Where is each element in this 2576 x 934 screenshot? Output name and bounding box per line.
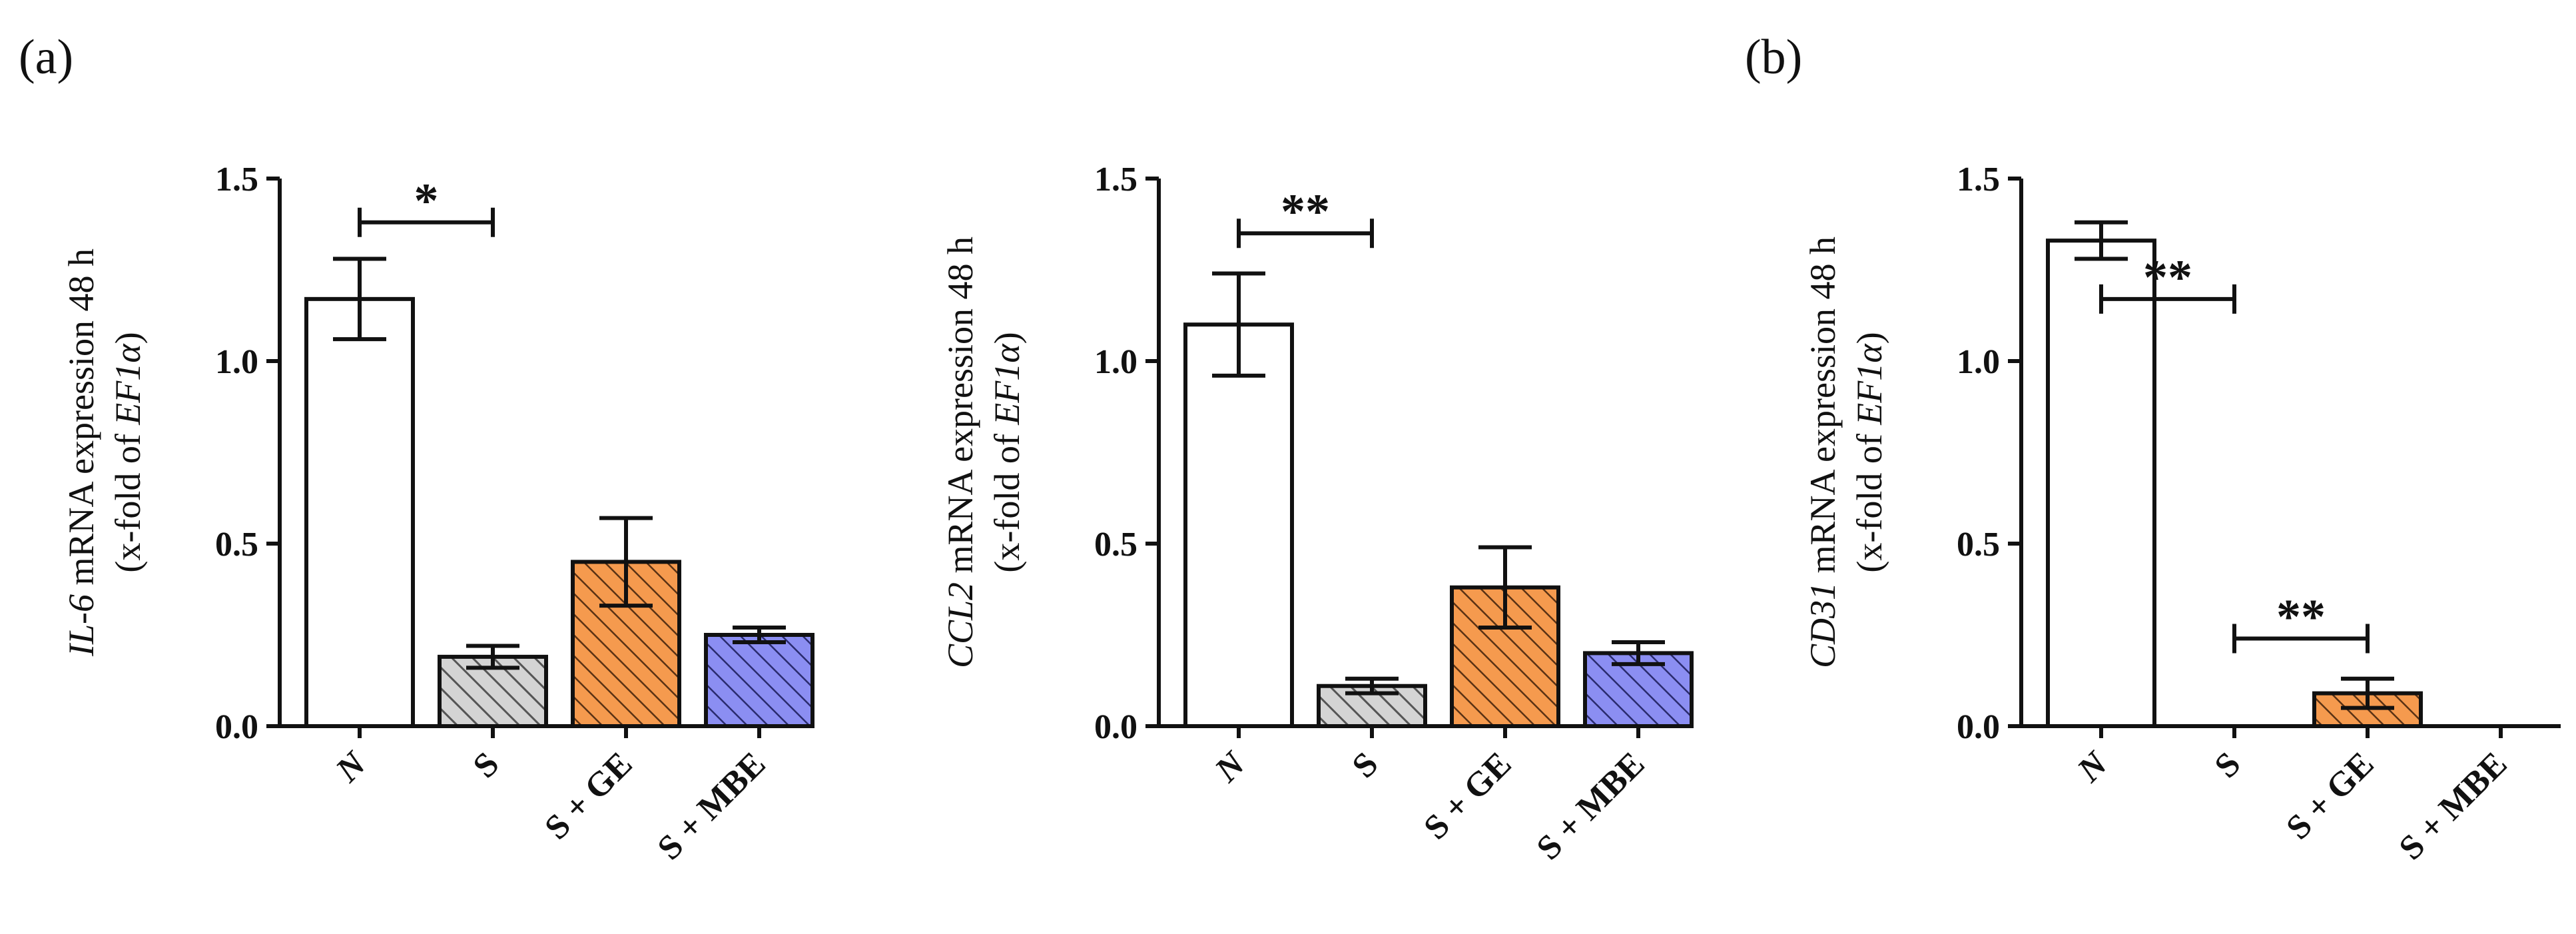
y-tick-label: 1.0: [215, 343, 258, 381]
chart-il6: 0.0 0.5 1.0 1.5 N S S + GE S + MBE * IL-6 mRNA ex…: [61, 161, 814, 867]
x-category-label: S + MBE: [651, 745, 773, 867]
y-axis-label-gene: CD31: [1803, 582, 1843, 668]
y-axis-label-gene: CCL2: [940, 582, 980, 668]
y-tick-label: 1.0: [1094, 343, 1137, 381]
y-tick-label: 1.0: [1957, 343, 2000, 381]
y-axis-label-line1: IL-6 mRNA expression 48 h: [61, 248, 101, 657]
y-axis-label-line1: CCL2 mRNA expression 48 h: [940, 236, 980, 668]
significance-label: *: [414, 174, 439, 229]
x-category-label: N: [328, 743, 374, 789]
x-category-label: S: [1345, 745, 1386, 785]
x-category-label: N: [1207, 743, 1253, 789]
x-category-label: S + MBE: [2392, 745, 2515, 867]
bar: [304, 296, 415, 728]
significance-label: **: [2143, 250, 2192, 305]
y-axis-label-prefix: (x-fold of: [108, 425, 148, 573]
x-category-label: S: [2208, 745, 2248, 785]
chart-ccl2: 0.0 0.5 1.0 1.5 N S S + GE S + MBE ** CCL2 mRNA e…: [940, 161, 1694, 867]
panel-label-a: (a): [19, 30, 73, 85]
x-category-label: S: [466, 745, 507, 785]
y-axis-label-text: mRNA expression 48 h: [1803, 236, 1843, 582]
y-tick-label: 0.5: [1957, 526, 2000, 564]
x-category-label: N: [2070, 743, 2116, 789]
y-tick-label: 1.5: [1957, 161, 2000, 199]
x-category-label: S + MBE: [1530, 745, 1652, 867]
y-axis-label-prefix: (x-fold of: [1849, 425, 1889, 573]
y-axis-label-ref: EF1α: [987, 343, 1027, 426]
x-category-label: S + GE: [2279, 745, 2381, 847]
significance-label: **: [1281, 185, 1330, 239]
y-axis-label-line1: CD31 mRNA expression 48 h: [1803, 236, 1843, 668]
y-tick-label: 0.0: [215, 708, 258, 746]
y-axis-label-line2: (x-fold of EF1α): [1849, 332, 1889, 572]
y-tick-label: 0.0: [1094, 708, 1137, 746]
panel-label-b: (b): [1745, 30, 1802, 85]
y-tick-label: 0.0: [1957, 708, 2000, 746]
bar: [704, 633, 814, 728]
y-tick-label: 0.5: [215, 526, 258, 564]
y-axis-label-text: mRNA expression 48 h: [61, 248, 101, 594]
bar: [2046, 238, 2156, 729]
y-axis-label-gene: IL-6: [61, 594, 101, 657]
y-axis-label-suffix: ): [987, 332, 1027, 344]
chart-cd31: 0.0 0.5 1.0 1.5 N S S + GE S + MBE ** ** CD31 mRNA…: [1803, 161, 2561, 867]
y-axis-label-line2: (x-fold of EF1α): [108, 332, 148, 572]
y-tick-label: 1.5: [215, 161, 258, 199]
bar: [1183, 322, 1294, 728]
y-tick-label: 0.5: [1094, 526, 1137, 564]
y-axis-label-suffix: ): [1849, 332, 1889, 344]
y-axis-label-text: mRNA expression 48 h: [940, 236, 980, 582]
y-axis-label-prefix: (x-fold of: [987, 425, 1027, 573]
y-axis-label-ref: EF1α: [1849, 343, 1889, 426]
x-category-label: S + GE: [537, 745, 639, 847]
y-tick-label: 1.5: [1094, 161, 1137, 199]
x-category-label: S + GE: [1417, 745, 1518, 847]
y-axis-label-line2: (x-fold of EF1α): [987, 332, 1027, 572]
significance-label: **: [2276, 590, 2326, 644]
y-axis-label-suffix: ): [108, 332, 148, 344]
y-axis-label-ref: EF1α: [108, 343, 148, 426]
